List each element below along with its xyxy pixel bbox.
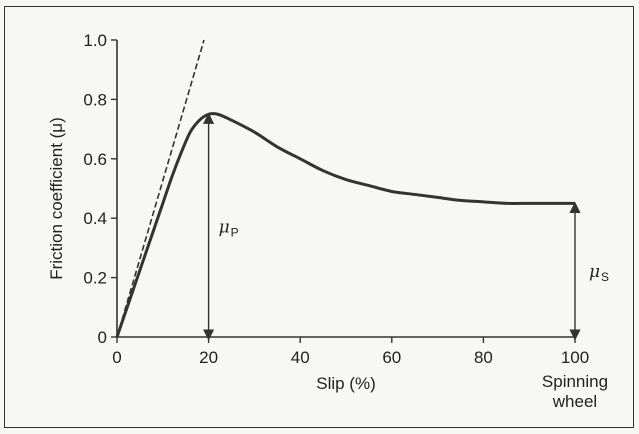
x-tick-label: 60 xyxy=(382,348,401,367)
x-tick-label: 100 xyxy=(561,348,589,367)
y-tick-label: 0.2 xyxy=(83,269,107,288)
friction-curve xyxy=(115,112,575,338)
y-tick-label: 1.0 xyxy=(83,31,107,50)
x-tick-label: 20 xyxy=(199,348,218,367)
y-tick-label: 0.6 xyxy=(83,150,107,169)
x-tick-label: 40 xyxy=(291,348,310,367)
chart-frame xyxy=(4,6,634,428)
x-tick-extra-label: wheel xyxy=(552,392,597,411)
mu-subscript: P xyxy=(231,226,239,240)
annotations: μ Pμ S xyxy=(203,112,609,341)
y-tick-label: 0 xyxy=(98,328,107,347)
x-tick-label: 80 xyxy=(474,348,493,367)
y-axis-label: Friction coefficient (μ) xyxy=(47,117,66,280)
x-tick-label: 0 xyxy=(112,348,121,367)
series xyxy=(115,39,575,338)
x-tick-extra-label: Spinning xyxy=(542,372,608,391)
y-tick-label: 0.8 xyxy=(83,90,107,109)
mu-label: μ xyxy=(219,218,230,238)
x-axis-label: Slip (%) xyxy=(316,374,376,393)
y-tick-label: 0.4 xyxy=(83,209,107,228)
tangent-dashed-line xyxy=(116,39,205,338)
mu-subscript: S xyxy=(601,270,609,284)
mu-label: μ xyxy=(589,262,600,282)
axes xyxy=(116,40,575,338)
ticks: 0 0.2 0.4 0.6 0.8 1.0 0 20 40 60 80 100 Spinningwhee… xyxy=(83,31,608,411)
